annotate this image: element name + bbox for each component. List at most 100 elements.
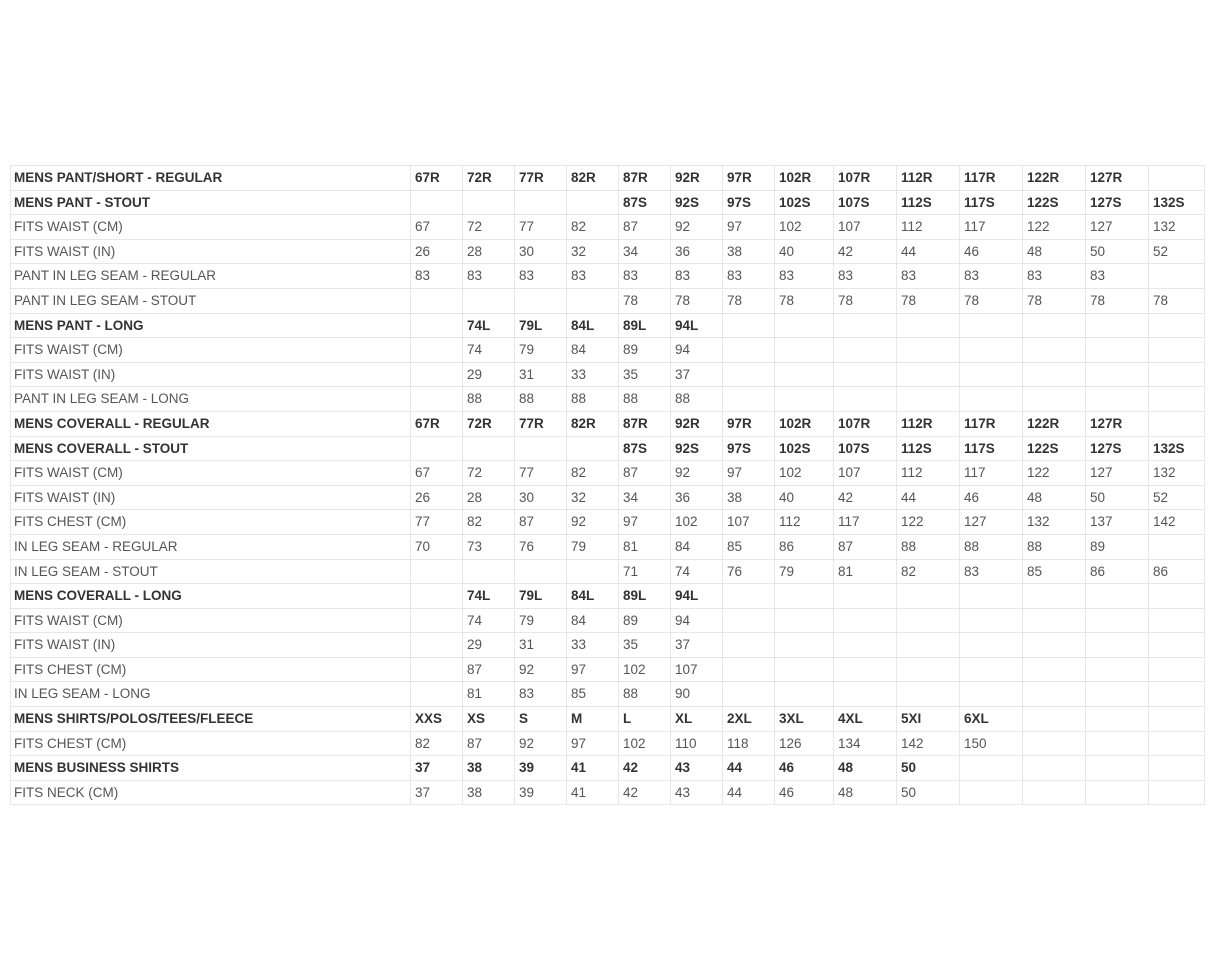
size-value-cell: 44 [896,238,960,265]
size-value-cell: 110 [670,730,723,757]
size-value-cell: 81 [618,533,671,560]
row-label: MENS PANT - LONG [10,312,411,339]
size-value-cell: 92 [514,730,567,757]
size-value-cell: 102R [774,165,834,191]
size-value-cell: 94L [670,583,723,609]
size-value-cell [1022,337,1086,363]
size-value-cell: 82 [566,214,619,240]
size-value-cell: 117 [959,460,1023,486]
size-value-cell: 77R [514,165,567,191]
size-value-cell: 67R [410,410,463,437]
size-value-cell [1148,583,1205,609]
size-value-cell: 117 [959,214,1023,240]
size-value-cell: 97 [722,214,775,240]
size-value-cell: 102 [774,214,834,240]
size-value-cell: 92S [670,189,723,216]
size-value-cell: 28 [462,238,515,265]
size-value-cell: 102S [774,189,834,216]
size-value-cell: 117S [959,189,1023,216]
row-label: PANT IN LEG SEAM - REGULAR [10,263,411,289]
size-value-cell: 48 [833,755,897,781]
size-value-cell [462,287,515,314]
size-chart-body: MENS PANT/SHORT - REGULAR 67R 72R 77R 82R 87R… [10,165,1205,806]
measurement-row: PANT IN LEG SEAM - STOUT 78 78 78 78 78 78 78 78… [10,287,1205,314]
size-value-cell: 88 [462,386,515,412]
size-value-cell: 77 [514,460,567,486]
size-value-cell: 78 [618,287,671,314]
size-value-cell: 83 [514,681,567,708]
size-value-cell: 31 [514,361,567,388]
size-value-cell [462,558,515,585]
size-value-cell: 83 [959,558,1023,585]
size-value-cell [410,558,463,585]
size-value-cell: 134 [833,730,897,757]
size-value-cell [959,386,1023,412]
size-value-cell [410,632,463,658]
mens-size-chart-table: MENS PANT/SHORT - REGULAR 67R 72R 77R 82R 87R… [10,165,1205,806]
size-value-cell: 132S [1148,189,1205,216]
row-label: FITS WAIST (CM) [10,607,411,634]
size-value-cell: 112S [896,435,960,462]
measurement-row: FITS NECK (CM) 37 38 39 41 42 43 44 46 48 50 [10,779,1205,806]
size-value-cell [1022,386,1086,412]
size-value-cell [1148,607,1205,634]
row-label: FITS CHEST (CM) [10,509,411,535]
size-value-cell: 118 [722,730,775,757]
size-value-cell [959,632,1023,658]
size-value-cell: 89 [618,337,671,363]
size-value-cell [722,386,775,412]
row-label: IN LEG SEAM - STOUT [10,558,411,585]
size-value-cell: 72 [462,460,515,486]
measurement-row: FITS WAIST (CM) 67 72 77 82 87 92 97 102 107 112 11… [10,214,1205,240]
size-value-cell: 32 [566,484,619,511]
section-header-row: MENS BUSINESS SHIRTS 37 38 39 41 42 43 44 46 48 50 [10,755,1205,781]
size-value-cell [1148,263,1205,289]
size-value-cell: 126 [774,730,834,757]
size-value-cell [959,312,1023,339]
size-value-cell: XS [462,706,515,732]
size-value-cell: 117S [959,435,1023,462]
size-value-cell: 72 [462,214,515,240]
size-value-cell: 38 [722,484,775,511]
size-value-cell: 78 [1148,287,1205,314]
size-value-cell [774,361,834,388]
size-value-cell: 88 [514,386,567,412]
size-value-cell [410,435,463,462]
size-value-cell: 97 [618,509,671,535]
size-value-cell: 85 [566,681,619,708]
size-value-cell [1148,386,1205,412]
size-value-cell [410,583,463,609]
size-value-cell: 72R [462,410,515,437]
size-value-cell [722,607,775,634]
size-value-cell [566,558,619,585]
size-value-cell [1148,730,1205,757]
size-value-cell [462,189,515,216]
size-value-cell: 97S [722,435,775,462]
size-value-cell: 33 [566,361,619,388]
size-value-cell: 82 [566,460,619,486]
size-value-cell [833,361,897,388]
size-value-cell: 37 [670,632,723,658]
row-label: FITS WAIST (IN) [10,361,411,388]
size-value-cell [1148,755,1205,781]
size-value-cell [959,337,1023,363]
size-value-cell: 79L [514,312,567,339]
row-label: MENS BUSINESS SHIRTS [10,755,411,781]
size-value-cell: 46 [959,238,1023,265]
measurement-row: FITS WAIST (CM) 74 79 84 89 94 [10,607,1205,634]
size-value-cell: 67 [410,214,463,240]
size-value-cell: 78 [896,287,960,314]
section-header-row: MENS COVERALL - STOUT 87S 92S 97S 102S 107S 11… [10,435,1205,462]
size-value-cell: 77 [514,214,567,240]
size-value-cell: 81 [462,681,515,708]
size-value-cell [896,386,960,412]
size-value-cell: 6XL [959,706,1023,732]
size-value-cell [1148,656,1205,683]
size-value-cell [896,607,960,634]
size-value-cell: 44 [722,755,775,781]
size-value-cell: 79 [774,558,834,585]
size-value-cell: 74 [462,607,515,634]
size-value-cell: 127R [1085,410,1149,437]
size-value-cell: 112 [896,460,960,486]
